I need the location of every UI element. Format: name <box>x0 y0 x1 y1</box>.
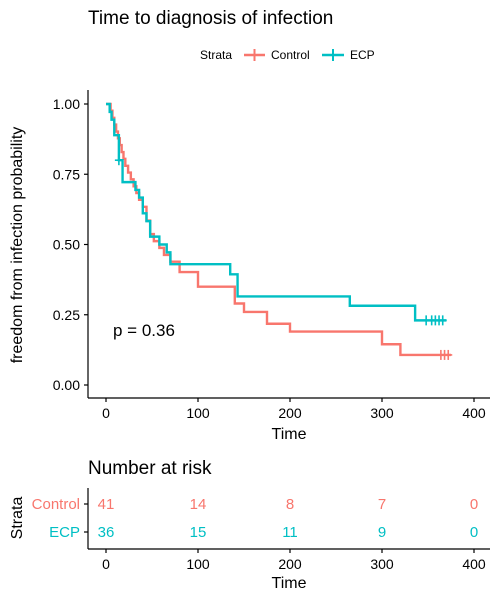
x-tick-label: 100 <box>186 405 210 421</box>
risk-x-tick-label: 100 <box>186 556 210 572</box>
y-tick-label: 0.00 <box>53 377 80 393</box>
x-tick-label: 400 <box>462 405 486 421</box>
legend-label-control: Control <box>271 48 310 62</box>
km-plot: Time to diagnosis of infection Strata Co… <box>9 8 490 443</box>
p-value-annotation: p = 0.36 <box>113 321 175 340</box>
risk-cell: 36 <box>98 524 115 541</box>
series-line-control <box>106 102 451 357</box>
risk-table-x-label: Time <box>272 575 307 592</box>
y-axis-ticks: 0.00 0.25 0.50 0.75 1.00 <box>53 96 88 393</box>
series-line-ecp <box>106 102 447 322</box>
risk-table-x-ticks: 0 100 200 300 400 <box>102 549 486 572</box>
risk-table-title: Number at risk <box>88 458 212 479</box>
risk-cell: 8 <box>286 496 294 513</box>
risk-cell: 9 <box>378 524 386 541</box>
legend-entry-control: Control <box>244 48 310 62</box>
x-tick-label: 0 <box>102 405 110 421</box>
legend: Strata Control ECP <box>200 48 375 62</box>
x-tick-label: 300 <box>370 405 394 421</box>
y-tick-label: 0.25 <box>53 307 80 323</box>
risk-cell: 7 <box>378 496 386 513</box>
risk-cell: 0 <box>470 524 478 541</box>
y-axis-label: freedom from infection probability <box>9 127 26 364</box>
risk-x-tick-label: 200 <box>278 556 302 572</box>
x-tick-label: 200 <box>278 405 302 421</box>
x-axis-ticks: 0 100 200 300 400 <box>102 398 486 421</box>
y-tick-label: 0.75 <box>53 166 80 182</box>
risk-cell: 14 <box>190 496 207 513</box>
legend-title: Strata <box>200 48 232 62</box>
risk-cell: 11 <box>282 524 298 541</box>
y-tick-label: 0.50 <box>53 237 80 253</box>
x-axis-label: Time <box>272 426 307 443</box>
risk-x-tick-label: 0 <box>102 556 110 572</box>
risk-x-tick-label: 400 <box>462 556 486 572</box>
legend-entry-ecp: ECP <box>322 48 375 62</box>
risk-cell: 15 <box>190 524 207 541</box>
risk-row-label-ecp: ECP <box>49 524 80 541</box>
survival-curves <box>106 102 453 360</box>
legend-label-ecp: ECP <box>350 48 375 62</box>
y-tick-label: 1.00 <box>53 96 80 112</box>
risk-cell: 41 <box>98 496 115 513</box>
risk-cell: 0 <box>470 496 478 513</box>
chart-title: Time to diagnosis of infection <box>88 8 333 29</box>
risk-row-label-control: Control <box>32 496 80 513</box>
risk-x-tick-label: 300 <box>370 556 394 572</box>
risk-table-y-label: Strata <box>9 497 26 540</box>
risk-table: Number at risk Strata Control 41 14 8 7 0 ECP 3… <box>9 458 490 592</box>
risk-table-rows: Control 41 14 8 7 0 ECP 36 15 11 9 0 <box>32 496 479 541</box>
